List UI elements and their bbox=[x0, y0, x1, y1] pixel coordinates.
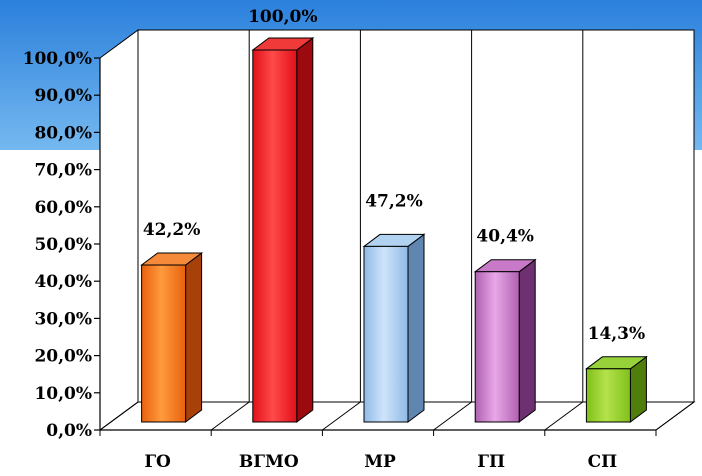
bar-side bbox=[407, 233, 425, 423]
bar-0 bbox=[140, 252, 204, 423]
y-tick-label: 40,0% bbox=[34, 272, 92, 292]
data-label: 100,0% bbox=[248, 7, 317, 27]
bar-front bbox=[585, 368, 631, 423]
plot-area bbox=[98, 29, 696, 431]
y-tick-label: 70,0% bbox=[34, 161, 92, 181]
bar-front bbox=[252, 49, 298, 423]
floor-divider bbox=[322, 401, 361, 431]
bar-front bbox=[474, 271, 520, 423]
x-axis: ГО ВГМО МР ГП СП bbox=[99, 429, 657, 472]
bar-side bbox=[296, 37, 314, 423]
bar-front bbox=[141, 264, 187, 423]
x-category-label: МР bbox=[364, 452, 396, 472]
x-category-label: ГО bbox=[144, 452, 171, 472]
floor-divider bbox=[433, 401, 472, 431]
bar-side bbox=[518, 258, 536, 423]
y-tick-label: 10,0% bbox=[34, 384, 92, 404]
bar-front bbox=[363, 245, 409, 423]
x-category-label: ВГМО bbox=[239, 452, 299, 472]
y-tick-label: 20,0% bbox=[34, 347, 92, 367]
data-labels: 42,2% 100,0% 47,2% 40,4% 14,3% bbox=[143, 7, 645, 344]
y-tick-label: 80,0% bbox=[34, 123, 92, 143]
x-category-label: ГП bbox=[477, 452, 505, 472]
data-label: 42,2% bbox=[143, 220, 201, 240]
y-tick-label: 60,0% bbox=[34, 198, 92, 218]
bar-4 bbox=[584, 355, 648, 423]
bar-3 bbox=[473, 258, 537, 423]
y-axis: 0,0% 10,0% 20,0% 30,0% 40,0% 50,0% 60,0% 70,0% 8… bbox=[23, 49, 101, 441]
y-tick-label: 90,0% bbox=[34, 86, 92, 106]
y-tick-label: 30,0% bbox=[34, 309, 92, 329]
bar-side bbox=[185, 252, 203, 423]
floor-divider bbox=[544, 401, 584, 431]
floor-divider bbox=[210, 401, 250, 431]
bar-1 bbox=[251, 37, 315, 423]
data-label: 40,4% bbox=[476, 227, 534, 247]
bars bbox=[140, 37, 648, 423]
y-tick-label: 0,0% bbox=[46, 421, 92, 441]
side-wall bbox=[99, 29, 139, 431]
y-tick-label: 100,0% bbox=[23, 49, 92, 69]
floor-divider bbox=[655, 401, 695, 431]
data-label: 47,2% bbox=[365, 191, 423, 211]
floor-divider bbox=[99, 401, 139, 431]
x-category-label: СП bbox=[588, 452, 618, 472]
y-tick-label: 50,0% bbox=[34, 235, 92, 255]
data-label: 14,3% bbox=[588, 324, 646, 344]
bar-2 bbox=[362, 233, 426, 423]
